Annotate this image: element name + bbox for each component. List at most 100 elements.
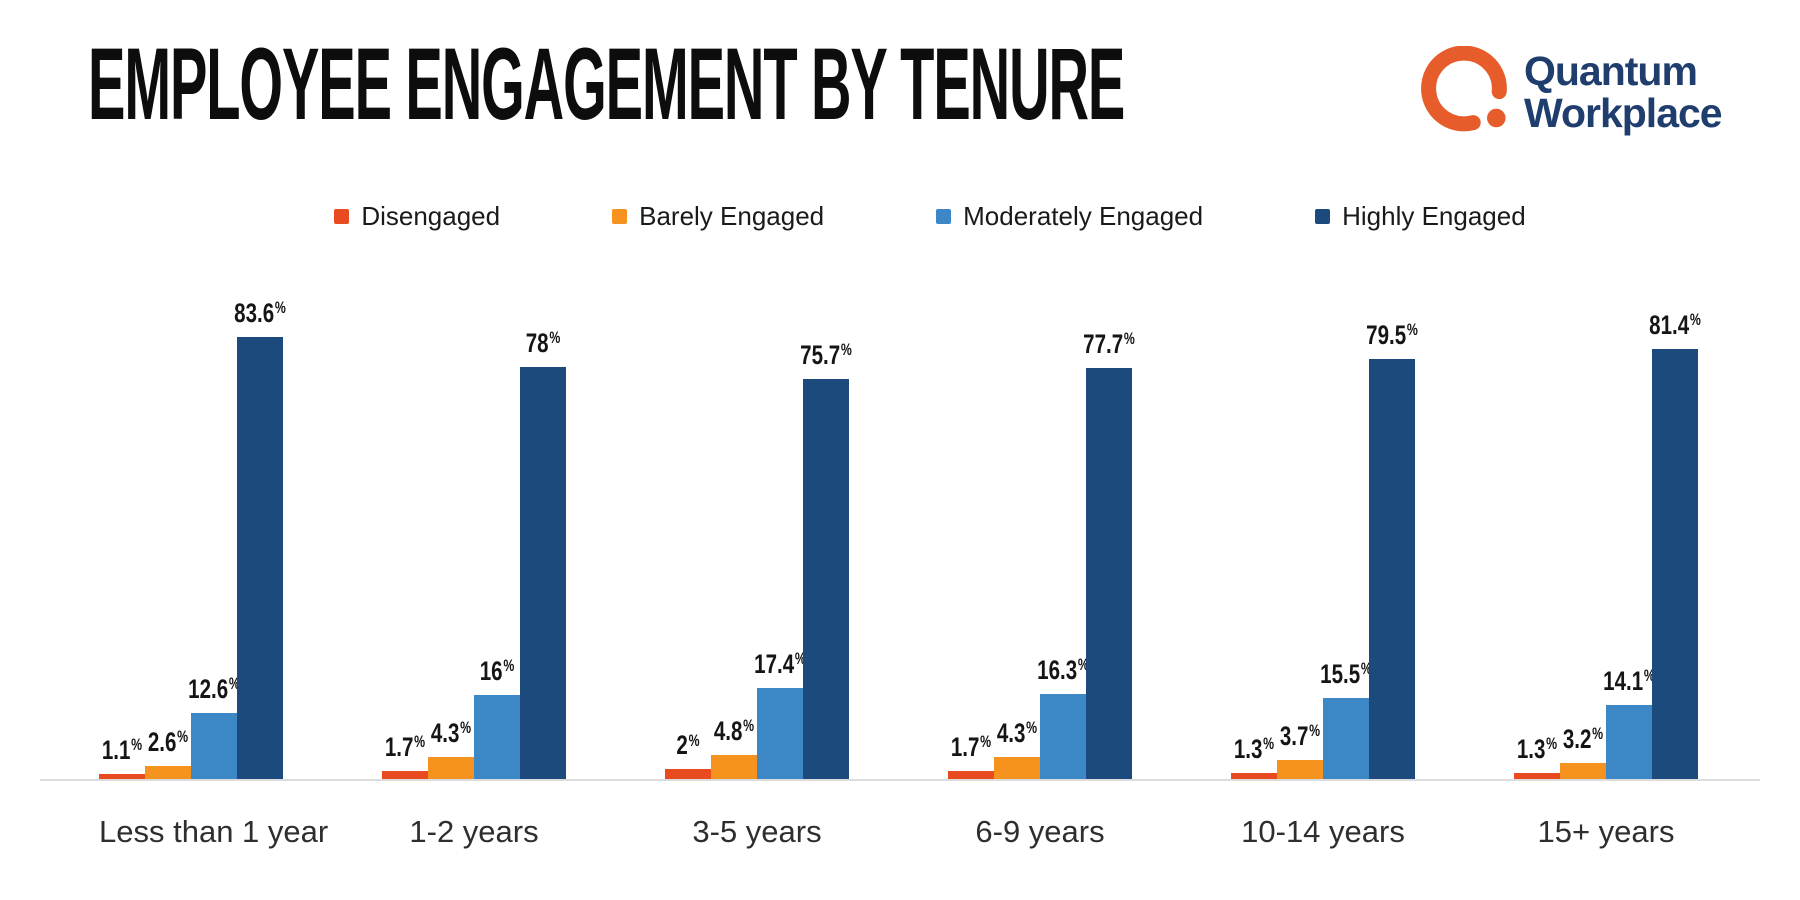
logo-q-ring-icon: [1421, 46, 1507, 132]
bar-barely-engaged: [1560, 763, 1606, 780]
bar-cell: 2.6%: [145, 250, 191, 780]
bar-value-label: 16%: [479, 656, 515, 687]
bar-moderately-engaged: [1323, 697, 1369, 780]
bar-cell: 78%: [520, 250, 566, 780]
legend-swatch-icon: [1315, 209, 1331, 224]
bar-barely-engaged: [1277, 760, 1323, 780]
bar-highly-engaged: [1652, 348, 1698, 780]
bar-value-label: 4.3%: [430, 718, 472, 749]
chart-legend: Disengaged Barely Engaged Moderately Engag…: [0, 201, 1800, 232]
x-axis-line: [40, 779, 1760, 781]
bar-value-label: 16.3%: [1037, 654, 1089, 685]
bar-cell: 4.3%: [428, 250, 474, 780]
legend-item-disengaged: Disengaged: [334, 201, 500, 232]
legend-item-moderately-engaged: Moderately Engaged: [936, 201, 1203, 232]
bar-moderately-engaged: [191, 713, 237, 780]
bar-value-label: 14.1%: [1603, 666, 1655, 697]
bar-group-3: 2% 4.8% 17.4% 75.7%: [665, 250, 852, 780]
bar-value-label: 1.7%: [384, 732, 426, 762]
bar-cell: 83.6%: [234, 250, 286, 780]
bar-disengaged: [382, 771, 428, 780]
category-label-3: 3-5 years: [692, 814, 822, 849]
bar-cell: 15.5%: [1320, 250, 1372, 780]
bar-moderately-engaged: [1040, 693, 1086, 780]
legend-swatch-icon: [334, 209, 350, 224]
bar-cell: 14.1%: [1603, 250, 1655, 780]
bar-cell: 2%: [665, 250, 711, 780]
bar-value-label: 12.6%: [188, 674, 240, 705]
category-label-1: Less than 1 year: [99, 814, 329, 849]
bar-group-1: 1.1% 2.6% 12.6% 83.6%: [99, 250, 286, 780]
bar-cell: 4.8%: [711, 250, 757, 780]
legend-label: Disengaged: [361, 201, 501, 231]
bar-group-4: 1.7% 4.3% 16.3% 77.7%: [948, 250, 1135, 780]
bar-cell: 1.3%: [1231, 250, 1277, 780]
bar-cell: 3.2%: [1560, 250, 1606, 780]
bar-value-label: 17.4%: [754, 648, 806, 679]
bar-value-label: 78%: [525, 327, 561, 358]
page-title: EMPLOYEE ENGAGEMENT BY TENURE: [88, 26, 1800, 143]
category-label-4: 6-9 years: [975, 814, 1105, 849]
bar-cell: 1.7%: [948, 250, 994, 780]
bar-value-label: 79.5%: [1366, 319, 1418, 350]
legend-label: Moderately Engaged: [963, 201, 1204, 231]
bar-disengaged: [948, 771, 994, 780]
bar-barely-engaged: [145, 766, 191, 780]
legend-item-barely-engaged: Barely Engaged: [612, 201, 824, 232]
bar-value-label: 81.4%: [1649, 309, 1701, 340]
category-label-5: 10-14 years: [1241, 814, 1405, 849]
bar-value-label: 1.3%: [1516, 734, 1558, 765]
bar-value-label: 77.7%: [1083, 329, 1135, 360]
bar-group-6: 1.3% 3.2% 14.1% 81.4%: [1514, 250, 1701, 780]
bar-cell: 79.5%: [1366, 250, 1418, 780]
bar-disengaged: [1231, 773, 1277, 780]
bar-highly-engaged: [520, 366, 566, 780]
bar-value-label: 4.3%: [996, 718, 1038, 749]
bar-cell: 81.4%: [1649, 250, 1701, 780]
bar-cell: 17.4%: [754, 250, 806, 780]
bar-cell: 1.1%: [99, 250, 145, 780]
bar-disengaged: [99, 774, 145, 780]
bar-moderately-engaged: [474, 695, 520, 780]
bar-group-2: 1.7% 4.3% 16% 78%: [382, 250, 566, 780]
bar-cell: 1.7%: [382, 250, 428, 780]
bar-value-label: 1.3%: [1233, 734, 1275, 765]
bar-chart: 1.1% 2.6% 12.6% 83.6% Less than 1 year 1.7% 4.…: [99, 250, 1701, 870]
bar-value-label: 3.7%: [1279, 721, 1321, 752]
bar-group-5: 1.3% 3.7% 15.5% 79.5%: [1231, 250, 1418, 780]
bar-cell: 4.3%: [994, 250, 1040, 780]
bar-cell: 16.3%: [1037, 250, 1089, 780]
bar-cell: 12.6%: [188, 250, 240, 780]
legend-item-highly-engaged: Highly Engaged: [1315, 201, 1526, 232]
bar-value-label: 83.6%: [234, 297, 286, 328]
legend-swatch-icon: [936, 209, 952, 224]
bar-cell: 3.7%: [1277, 250, 1323, 780]
bar-highly-engaged: [237, 336, 283, 780]
bar-cell: 16%: [474, 250, 520, 780]
logo-word-quantum: Quantum: [1524, 48, 1698, 94]
bar-value-label: 1.7%: [950, 732, 992, 762]
bar-value-label: 1.1%: [101, 735, 143, 766]
legend-label: Barely Engaged: [639, 201, 825, 231]
category-label-2: 1-2 years: [409, 814, 539, 849]
bar-value-label: 4.8%: [713, 715, 755, 746]
logo-wordmark: Quantum Workplace: [1524, 48, 1723, 134]
bar-value-label: 2.6%: [147, 727, 189, 758]
category-label-6: 15+ years: [1537, 814, 1675, 849]
bar-value-label: 3.2%: [1562, 724, 1604, 755]
bar-cell: 77.7%: [1083, 250, 1135, 780]
bar-barely-engaged: [428, 757, 474, 780]
bar-barely-engaged: [994, 757, 1040, 780]
bar-barely-engaged: [711, 754, 757, 780]
bar-disengaged: [1514, 773, 1560, 780]
bar-value-label: 2%: [676, 730, 700, 761]
bar-value-label: 75.7%: [800, 339, 852, 370]
bar-highly-engaged: [1086, 368, 1132, 780]
legend-swatch-icon: [612, 209, 628, 224]
bar-cell: 75.7%: [800, 250, 852, 780]
quantum-workplace-logo: Quantum Workplace: [1418, 46, 1723, 138]
bar-disengaged: [665, 769, 711, 780]
bar-cell: 1.3%: [1514, 250, 1560, 780]
bar-highly-engaged: [803, 378, 849, 780]
legend-label: Highly Engaged: [1342, 201, 1526, 231]
